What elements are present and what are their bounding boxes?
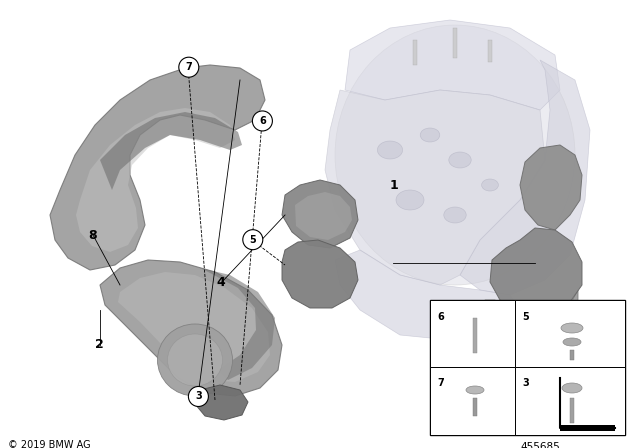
Bar bbox=[473, 398, 477, 416]
Polygon shape bbox=[460, 60, 590, 295]
Circle shape bbox=[179, 57, 199, 77]
Polygon shape bbox=[335, 250, 520, 340]
Polygon shape bbox=[490, 228, 582, 312]
Text: 455685: 455685 bbox=[520, 442, 560, 448]
Polygon shape bbox=[282, 180, 358, 248]
Polygon shape bbox=[200, 268, 275, 380]
Text: 3: 3 bbox=[522, 378, 529, 388]
Ellipse shape bbox=[466, 386, 484, 394]
Polygon shape bbox=[325, 90, 545, 285]
Text: 4: 4 bbox=[216, 276, 225, 289]
Polygon shape bbox=[520, 145, 582, 230]
Circle shape bbox=[252, 111, 273, 131]
Circle shape bbox=[188, 387, 209, 406]
Ellipse shape bbox=[561, 323, 583, 333]
Bar bbox=[430, 367, 515, 435]
Polygon shape bbox=[118, 272, 270, 382]
Text: 2: 2 bbox=[95, 338, 104, 352]
Polygon shape bbox=[195, 385, 248, 420]
Polygon shape bbox=[482, 290, 578, 338]
Polygon shape bbox=[76, 108, 235, 252]
Ellipse shape bbox=[563, 338, 581, 346]
Ellipse shape bbox=[444, 207, 466, 223]
Bar bbox=[570, 398, 574, 423]
Polygon shape bbox=[100, 260, 282, 396]
Ellipse shape bbox=[481, 179, 499, 191]
Polygon shape bbox=[100, 112, 242, 190]
Ellipse shape bbox=[562, 383, 582, 393]
Bar bbox=[430, 300, 625, 435]
Ellipse shape bbox=[157, 324, 232, 396]
Bar bbox=[488, 40, 492, 62]
Text: 8: 8 bbox=[88, 228, 97, 242]
Polygon shape bbox=[295, 192, 352, 240]
Bar bbox=[430, 300, 515, 367]
Bar bbox=[570, 350, 574, 360]
Text: © 2019 BMW AG: © 2019 BMW AG bbox=[8, 440, 91, 448]
Bar bbox=[413, 40, 417, 65]
Bar bbox=[515, 300, 625, 367]
Text: 3: 3 bbox=[195, 392, 202, 401]
Ellipse shape bbox=[378, 141, 403, 159]
Text: 5: 5 bbox=[250, 235, 256, 245]
Ellipse shape bbox=[420, 128, 440, 142]
Bar bbox=[515, 367, 625, 435]
Text: 6: 6 bbox=[259, 116, 266, 126]
Polygon shape bbox=[282, 240, 358, 308]
Text: 1: 1 bbox=[389, 179, 398, 193]
Text: 5: 5 bbox=[522, 312, 529, 322]
Bar bbox=[560, 425, 615, 431]
Ellipse shape bbox=[396, 190, 424, 210]
Bar bbox=[453, 28, 457, 58]
Ellipse shape bbox=[168, 334, 223, 386]
Text: 6: 6 bbox=[437, 312, 444, 322]
Circle shape bbox=[243, 230, 263, 250]
Text: 7: 7 bbox=[186, 62, 192, 72]
Polygon shape bbox=[50, 65, 265, 270]
Text: 7: 7 bbox=[437, 378, 444, 388]
Bar bbox=[473, 318, 477, 353]
Polygon shape bbox=[345, 20, 560, 110]
Ellipse shape bbox=[335, 25, 575, 285]
Ellipse shape bbox=[449, 152, 471, 168]
